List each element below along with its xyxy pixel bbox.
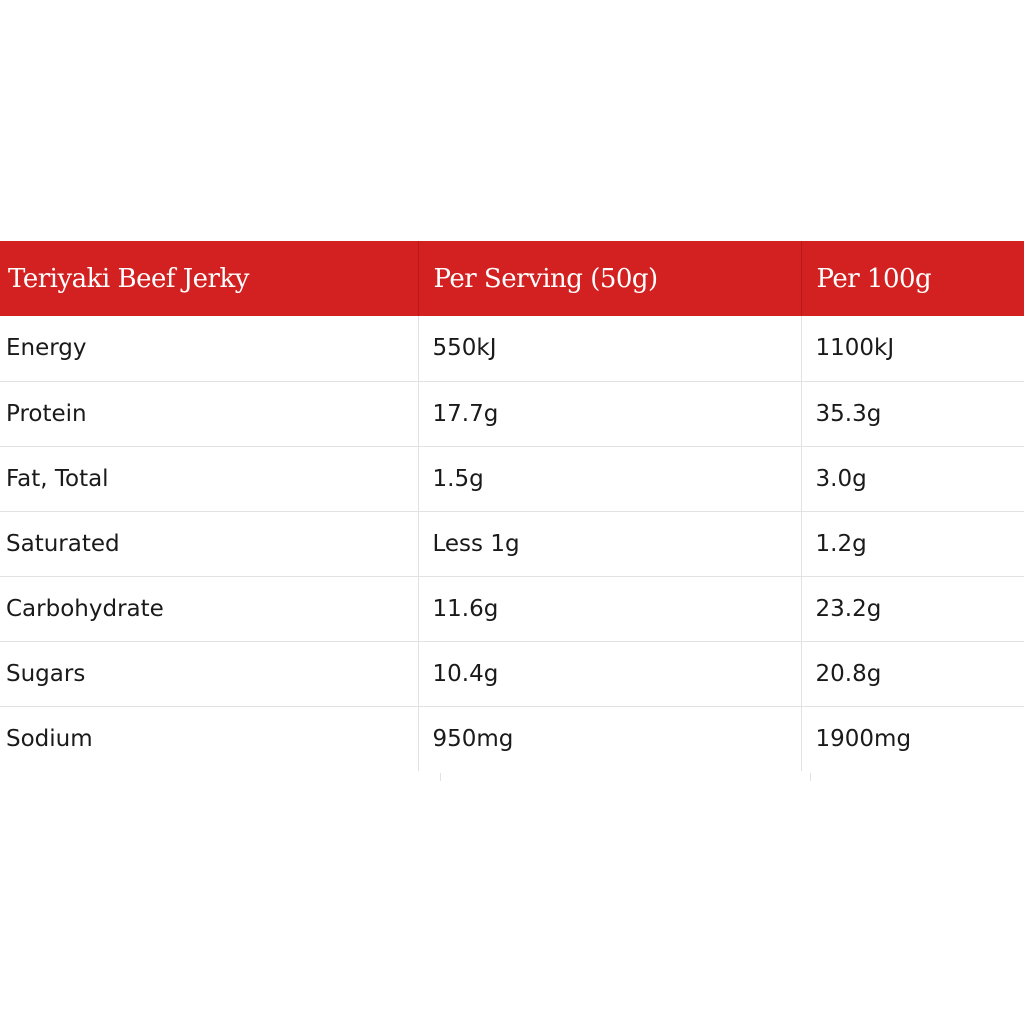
table-row: Sodium 950mg 1900mg bbox=[0, 705, 1024, 771]
header-per-serving: Per Serving (50g) bbox=[417, 241, 801, 316]
per-serving-value: 11.6g bbox=[417, 575, 801, 641]
per-100g-value: 35.3g bbox=[800, 380, 1024, 446]
nutrient-name: Energy bbox=[6, 335, 87, 362]
per-serving-value: 1.5g bbox=[417, 445, 801, 511]
per-serving-value: 10.4g bbox=[417, 640, 801, 706]
table-row: Protein 17.7g 35.3g bbox=[0, 380, 1024, 446]
per-100g-value: 20.8g bbox=[800, 640, 1024, 706]
per-serving-value: 17.7g bbox=[417, 380, 801, 446]
nutrient-name: Carbohydrate bbox=[0, 575, 418, 641]
per-100g-value: 3.0g bbox=[800, 445, 1024, 511]
header-row: Teriyaki Beef Jerky Per Serving (50g) Pe… bbox=[0, 241, 1024, 316]
divider-tick bbox=[440, 773, 441, 781]
nutrition-table: Teriyaki Beef Jerky Per Serving (50g) Pe… bbox=[0, 241, 1024, 771]
nutrient-name: Sugars bbox=[0, 640, 418, 706]
nutrient-name: Sodium bbox=[0, 705, 418, 771]
header-product-name: Teriyaki Beef Jerky bbox=[0, 241, 418, 316]
table-row: Saturated Less 1g 1.2g bbox=[0, 510, 1024, 576]
per-100g-value: 1.2g bbox=[800, 510, 1024, 576]
per-100g-value: 23.2g bbox=[800, 575, 1024, 641]
per-serving-value: Less 1g bbox=[417, 510, 801, 576]
table-row: Carbohydrate 11.6g 23.2g bbox=[0, 575, 1024, 641]
table-row: Sugars 10.4g 20.8g bbox=[0, 640, 1024, 706]
per-100g-value: 1900mg bbox=[800, 705, 1024, 771]
header-per-100g: Per 100g bbox=[800, 241, 1024, 316]
table-row: Fat, Total 1.5g 3.0g bbox=[0, 445, 1024, 511]
per-serving-value: 550kJ bbox=[417, 316, 801, 381]
nutrient-name: Fat, Total bbox=[0, 445, 418, 511]
per-100g-value: 1100kJ bbox=[800, 316, 1024, 381]
table-header: Teriyaki Beef Jerky Per Serving (50g) Pe… bbox=[0, 241, 1024, 316]
nutrient-name: Protein bbox=[0, 380, 418, 446]
table-row: Energy 550kJ 1100kJ bbox=[0, 316, 1024, 381]
table-body: Energy 550kJ 1100kJ Protein 17.7g 35.3g … bbox=[0, 316, 1024, 771]
per-serving-value: 950mg bbox=[417, 705, 801, 771]
nutrient-name: Saturated bbox=[0, 510, 418, 576]
divider-tick bbox=[810, 773, 811, 781]
